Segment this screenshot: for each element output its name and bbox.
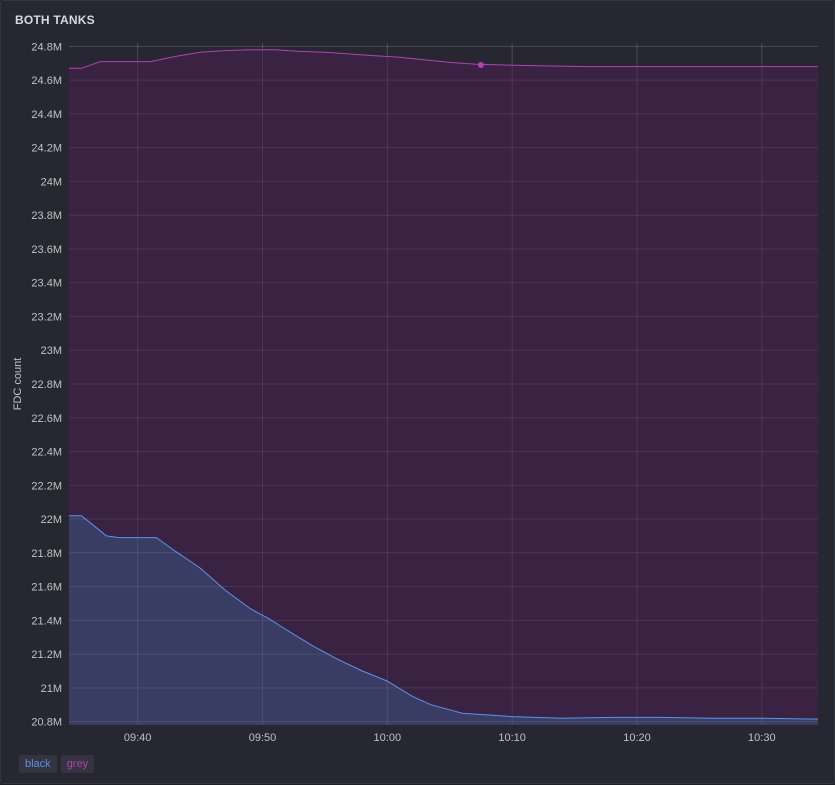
y-axis-title: FDC count xyxy=(12,358,24,411)
y-tick-label: 24.6M xyxy=(31,75,62,87)
y-tick-label: 22.6M xyxy=(31,413,62,425)
y-tick-label: 21.8M xyxy=(31,548,62,560)
series-line-grey[interactable] xyxy=(69,49,818,69)
panel-title[interactable]: BOTH TANKS xyxy=(15,13,95,27)
x-tick-label: 09:40 xyxy=(124,732,152,744)
y-tick-label: 23.6M xyxy=(31,244,62,256)
hover-point-grey[interactable] xyxy=(477,61,484,68)
y-tick-label: 20.8M xyxy=(31,717,62,729)
y-tick-label: 22.8M xyxy=(31,379,62,391)
x-tick-label: 10:20 xyxy=(623,732,651,744)
chart-areas xyxy=(69,49,818,726)
y-tick-label: 21.4M xyxy=(31,615,62,627)
series-line-black[interactable] xyxy=(69,515,819,720)
y-tick-label: 24.8M xyxy=(31,41,62,53)
legend: black grey xyxy=(19,755,95,773)
y-tick-label: 22.4M xyxy=(31,447,62,459)
y-tick-label: 23M xyxy=(41,345,62,357)
x-axis: 09:40 09:50 10:00 10:10 10:20 10:30 xyxy=(124,732,776,744)
x-tick-label: 09:50 xyxy=(249,732,277,744)
y-axis: 20.8M 21M 21.2M 21.4M 21.6M 21.8M 22M 22.2M 22.4… xyxy=(31,41,62,728)
y-tick-label: 22M xyxy=(41,514,62,526)
y-tick-label: 24M xyxy=(41,176,62,188)
x-tick-label: 10:10 xyxy=(498,732,526,744)
y-tick-label: 21M xyxy=(41,683,62,695)
y-tick-label: 21.2M xyxy=(31,649,62,661)
y-tick-label: 23.4M xyxy=(31,278,62,290)
x-tick-label: 10:00 xyxy=(374,732,402,744)
y-tick-label: 23.2M xyxy=(31,311,62,323)
legend-item-grey[interactable]: grey xyxy=(60,755,95,773)
y-tick-label: 21.6M xyxy=(31,582,62,594)
legend-item-black[interactable]: black xyxy=(19,755,57,773)
chart-lines xyxy=(69,49,819,720)
y-tick-label: 24.2M xyxy=(31,143,62,155)
chart-grid-overlay xyxy=(69,43,818,725)
series-area-grey xyxy=(69,49,818,726)
y-tick-label: 22.2M xyxy=(31,480,62,492)
series-area-black xyxy=(69,515,818,725)
y-tick-label: 24.4M xyxy=(31,109,62,121)
y-tick-label: 23.8M xyxy=(31,210,62,222)
x-tick-label: 10:30 xyxy=(748,732,776,744)
